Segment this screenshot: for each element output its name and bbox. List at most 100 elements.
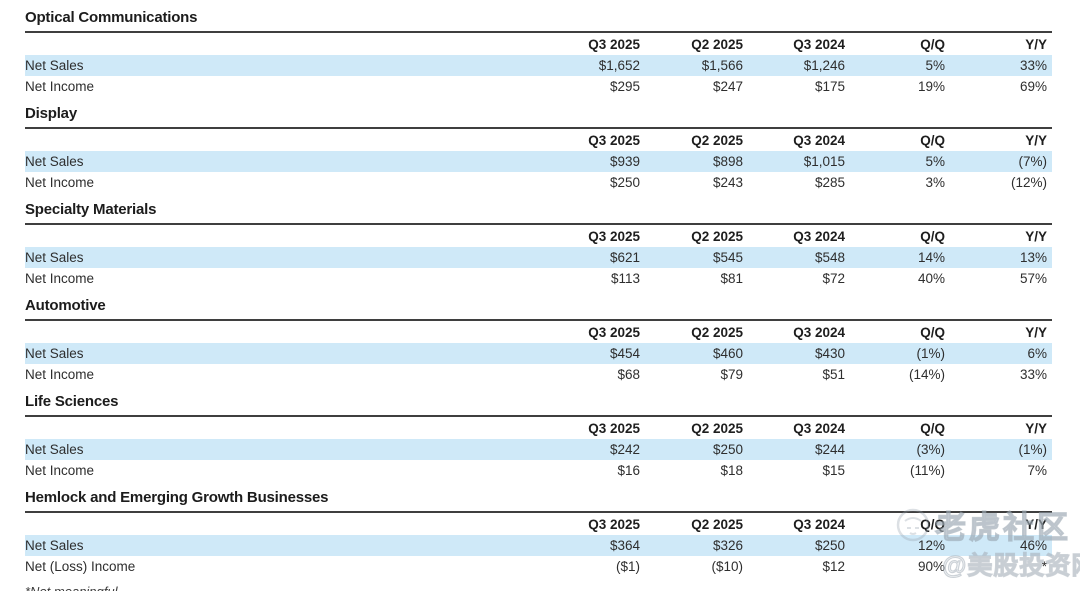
row-label: Net Sales [25, 346, 84, 361]
cell-value: $15 [822, 463, 845, 478]
cell-value: 13% [1019, 250, 1047, 265]
column-header-row: Q3 2025 Q2 2025 Q3 2024 Q/Q Y/Y [25, 417, 1052, 439]
cell-value: $1,246 [803, 58, 845, 73]
column-header-row: Q3 2025 Q2 2025 Q3 2024 Q/Q Y/Y [25, 129, 1052, 151]
cell-value: 5% [925, 154, 945, 169]
section-display: Display Q3 2025 Q2 2025 Q3 2024 Q/Q Y/Y … [25, 104, 1052, 193]
cell-value: $1,015 [803, 154, 845, 169]
cell-value: ($10) [711, 559, 743, 574]
cell-value: 33% [1019, 367, 1047, 382]
column-header: Q3 2024 [793, 325, 845, 340]
cell-value: * [1041, 559, 1047, 574]
cell-value: $79 [720, 367, 743, 382]
column-header: Q/Q [920, 325, 945, 340]
cell-value: 19% [917, 79, 945, 94]
column-header-row: Q3 2025 Q2 2025 Q3 2024 Q/Q Y/Y [25, 225, 1052, 247]
column-header: Q3 2024 [793, 37, 845, 52]
section-title: Hemlock and Emerging Growth Businesses [25, 488, 1052, 513]
column-header: Q3 2024 [793, 421, 845, 436]
row-label: Net Income [25, 367, 95, 382]
column-header: Q3 2025 [588, 133, 640, 148]
column-header: Q3 2025 [588, 37, 640, 52]
cell-value: $285 [814, 175, 845, 190]
table-row-net-income: Net Income $68 $79 $51 (14%) 33% [25, 364, 1052, 385]
column-header-row: Q3 2025 Q2 2025 Q3 2024 Q/Q Y/Y [25, 513, 1052, 535]
table-row-net-sales: Net Sales $939 $898 $1,015 5% (7%) [25, 151, 1052, 172]
column-header: Y/Y [1025, 421, 1047, 436]
row-label: Net Sales [25, 538, 84, 553]
cell-value: $430 [814, 346, 845, 361]
column-header: Q2 2025 [691, 517, 743, 532]
cell-value: $113 [610, 271, 640, 286]
cell-value: $68 [617, 367, 640, 382]
cell-value: $326 [712, 538, 743, 553]
cell-value: $247 [712, 79, 743, 94]
cell-value: $250 [814, 538, 845, 553]
cell-value: (1%) [1018, 442, 1047, 457]
cell-value: $460 [712, 346, 743, 361]
cell-value: $175 [814, 79, 845, 94]
cell-value: $1,652 [598, 58, 640, 73]
column-header: Q2 2025 [691, 133, 743, 148]
section-title: Life Sciences [25, 392, 1052, 417]
cell-value: $243 [712, 175, 743, 190]
table-row-net-income: Net Income $295 $247 $175 19% 69% [25, 76, 1052, 97]
column-header-row: Q3 2025 Q2 2025 Q3 2024 Q/Q Y/Y [25, 321, 1052, 343]
cell-value: $545 [712, 250, 743, 265]
cell-value: 69% [1019, 79, 1047, 94]
row-label: Net Sales [25, 250, 84, 265]
table-row-net-income: Net Income $16 $18 $15 (11%) 7% [25, 460, 1052, 481]
cell-value: $1,566 [701, 58, 743, 73]
cell-value: $295 [609, 79, 640, 94]
column-header: Q/Q [920, 133, 945, 148]
column-header: Y/Y [1025, 37, 1047, 52]
column-header: Q3 2024 [793, 229, 845, 244]
cell-value: (12%) [1010, 175, 1047, 190]
section-optical-communications: Optical Communications Q3 2025 Q2 2025 Q… [25, 8, 1052, 97]
cell-value: $939 [609, 154, 640, 169]
column-header: Q/Q [920, 517, 945, 532]
cell-value: (1%) [916, 346, 945, 361]
column-header: Q/Q [920, 37, 945, 52]
cell-value: (7%) [1018, 154, 1047, 169]
row-label: Net Income [25, 463, 95, 478]
cell-value: $12 [822, 559, 845, 574]
section-hemlock-emerging-growth: Hemlock and Emerging Growth Businesses Q… [25, 488, 1052, 577]
table-row-net-income: Net Income $250 $243 $285 3% (12%) [25, 172, 1052, 193]
row-label: Net Sales [25, 154, 84, 169]
row-label: Net Income [25, 175, 95, 190]
column-header: Q3 2024 [793, 517, 845, 532]
cell-value: 12% [917, 538, 945, 553]
cell-value: 5% [925, 58, 945, 73]
row-label: Net Sales [25, 58, 84, 73]
cell-value: 33% [1019, 58, 1047, 73]
table-row-net-sales: Net Sales $1,652 $1,566 $1,246 5% 33% [25, 55, 1052, 76]
cell-value: (11%) [909, 463, 945, 478]
section-title: Display [25, 104, 1052, 129]
cell-value: $250 [609, 175, 640, 190]
column-header: Y/Y [1025, 325, 1047, 340]
cell-value: $364 [609, 538, 640, 553]
cell-value: ($1) [615, 559, 640, 574]
column-header: Q2 2025 [691, 229, 743, 244]
column-header: Q/Q [920, 421, 945, 436]
cell-value: 90% [917, 559, 945, 574]
section-title: Automotive [25, 296, 1052, 321]
cell-value: $242 [609, 442, 640, 457]
column-header: Y/Y [1025, 229, 1047, 244]
column-header-row: Q3 2025 Q2 2025 Q3 2024 Q/Q Y/Y [25, 33, 1052, 55]
section-title: Optical Communications [25, 8, 1052, 33]
footnote: *Not meaningful [25, 584, 1052, 591]
section-specialty-materials: Specialty Materials Q3 2025 Q2 2025 Q3 2… [25, 200, 1052, 289]
row-label: Net Sales [25, 442, 84, 457]
cell-value: 40% [917, 271, 945, 286]
cell-value: $244 [814, 442, 845, 457]
cell-value: $18 [720, 463, 743, 478]
cell-value: $51 [822, 367, 845, 382]
table-row-net-loss-income: Net (Loss) Income ($1) ($10) $12 90% * [25, 556, 1052, 577]
cell-value: $454 [609, 346, 640, 361]
cell-value: (14%) [908, 367, 945, 382]
table-row-net-sales: Net Sales $242 $250 $244 (3%) (1%) [25, 439, 1052, 460]
column-header: Q2 2025 [691, 325, 743, 340]
